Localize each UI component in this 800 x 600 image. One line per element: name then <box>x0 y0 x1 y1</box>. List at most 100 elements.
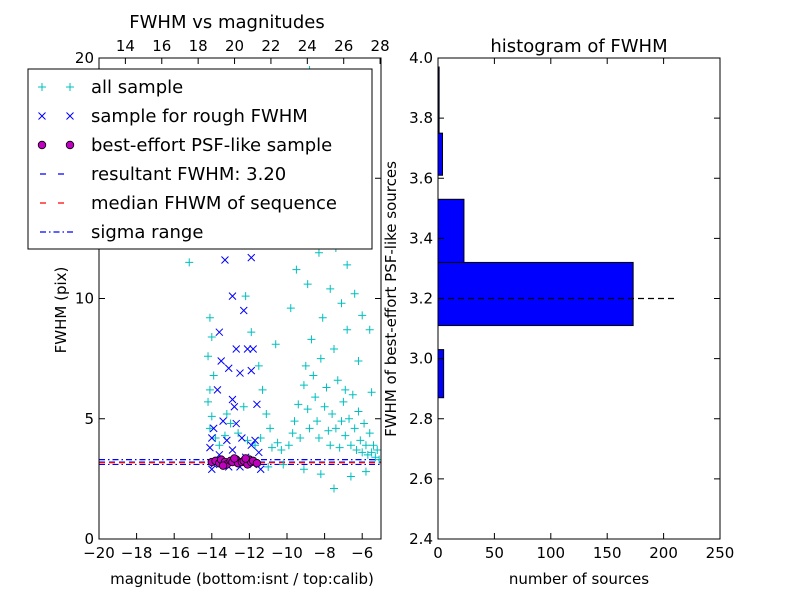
histogram-y-tick-label: 2.4 <box>409 530 433 548</box>
scatter-point-s1-21 <box>262 409 271 418</box>
scatter-point-s1-59 <box>343 325 352 334</box>
scatter-top-tick-label: 18 <box>189 37 208 55</box>
scatter-point-s1-76 <box>375 455 381 464</box>
scatter-point-s1-10 <box>211 433 220 442</box>
scatter-point-s1-54 <box>333 376 342 385</box>
scatter-point-s2-14 <box>236 369 244 377</box>
legend-box <box>27 68 373 250</box>
scatter-point-s1-60 <box>345 414 354 423</box>
scatter-point-s1-100 <box>330 484 338 493</box>
scatter-point-s2-7 <box>239 306 248 315</box>
scatter-y-tick-label: 10 <box>75 290 94 308</box>
scatter-top-tick-label: 14 <box>116 37 135 55</box>
scatter-point-s2-18 <box>230 402 239 411</box>
scatter-point-s3-18 <box>230 454 239 463</box>
scatter-x-tick-label: −8 <box>314 544 336 562</box>
scatter-point-s2-19 <box>253 400 261 409</box>
scatter-point-s2-16 <box>213 386 222 394</box>
scatter-point-s1-75 <box>373 446 381 455</box>
scatter-point-s1-48 <box>322 383 331 392</box>
scatter-point-s1-63 <box>350 424 359 433</box>
scatter-point-s2-11 <box>249 345 258 353</box>
scatter-point-s2-5 <box>247 253 256 262</box>
scatter-top-tick-label: 28 <box>371 37 390 55</box>
scatter-x-tick-label: −12 <box>234 544 266 562</box>
scatter-point-s2-4 <box>221 256 229 264</box>
legend-item: sigma range <box>40 222 203 243</box>
scatter-point-s1-8 <box>207 412 216 421</box>
scatter-point-s1-14 <box>226 419 235 428</box>
scatter-point-s2-13 <box>224 364 233 373</box>
scatter-point-s2-20 <box>209 424 218 433</box>
scatter-x-axis-label: magnitude (bottom:isnt / top:calib) <box>110 570 374 588</box>
scatter-top-tick-label: 20 <box>225 37 244 55</box>
scatter-point-s1-47 <box>320 402 329 411</box>
scatter-point-s1-99 <box>367 388 376 397</box>
scatter-point-s1-73 <box>369 441 378 450</box>
histogram-y-tick-label: 2.8 <box>409 410 433 428</box>
scatter-x-tick-label: −18 <box>121 544 153 562</box>
scatter-point-s1-40 <box>307 335 316 344</box>
scatter-point-s2-25 <box>238 434 246 442</box>
scatter-point-s1-6 <box>205 385 214 394</box>
scatter-point-s3-20 <box>241 454 250 463</box>
scatter-point-s1-27 <box>241 292 250 301</box>
scatter-point-s1-20 <box>258 385 267 394</box>
scatter-point-s1-2 <box>205 313 214 322</box>
histogram-y-tick-label: 3.2 <box>409 290 433 308</box>
histogram-x-tick-label: 50 <box>485 544 504 562</box>
scatter-point-s1-18 <box>251 441 260 450</box>
histogram-bar-3 <box>437 261 634 327</box>
scatter-point-s2-28 <box>228 446 237 454</box>
scatter-point-s1-22 <box>266 424 275 433</box>
scatter-x-tick-label: −6 <box>351 544 373 562</box>
scatter-point-s1-35 <box>296 433 305 442</box>
scatter-point-s1-103 <box>279 460 288 469</box>
histogram-bar-6 <box>437 132 444 176</box>
scatter-top-tick-label: 22 <box>261 37 280 55</box>
scatter-y-tick-label: 0 <box>84 530 94 548</box>
scatter-point-s2-10 <box>243 345 252 353</box>
scatter-point-s2-26 <box>251 436 259 445</box>
scatter-point-s2-21 <box>219 417 227 426</box>
scatter-point-s1-25 <box>277 446 286 455</box>
scatter-point-s1-37 <box>301 361 310 370</box>
scatter-point-s1-72 <box>367 448 376 457</box>
histogram-bar-4 <box>437 198 465 263</box>
scatter-point-s1-71 <box>365 429 374 438</box>
scatter-point-s1-67 <box>358 448 367 457</box>
legend-label: all sample <box>91 77 183 98</box>
scatter-plot-frame <box>98 57 382 540</box>
scatter-point-s1-96 <box>286 304 295 313</box>
scatter-point-s1-46 <box>318 313 327 322</box>
scatter-point-s1-36 <box>299 381 308 390</box>
scatter-top-tick-label: 26 <box>334 37 353 55</box>
scatter-point-s2-8 <box>215 328 224 337</box>
scatter-point-s2-32 <box>254 448 263 457</box>
histogram-panel: histogram of FWHM number of sources FWHM… <box>382 36 734 588</box>
scatter-point-s2-29 <box>247 441 256 450</box>
scatter-point-s1-57 <box>339 397 348 406</box>
scatter-point-s1-97 <box>341 385 350 394</box>
legend-item: best-effort PSF-like sample <box>37 135 332 156</box>
scatter-point-s1-88 <box>358 311 367 320</box>
histogram-y-tick-label: 3.8 <box>409 109 433 127</box>
scatter-point-s1-104 <box>264 462 273 471</box>
legend-label: median FHWM of sequence <box>91 193 337 214</box>
scatter-point-s1-53 <box>331 424 340 433</box>
scatter-point-s1-81 <box>314 248 323 257</box>
scatter-point-s2-6 <box>228 292 237 300</box>
scatter-point-s1-102 <box>299 465 308 474</box>
scatter-point-s2-38 <box>207 465 216 474</box>
scatter-point-s1-1 <box>185 258 194 267</box>
histogram-y-axis-label: FWHM of best-effort PSF-like sources <box>382 161 400 437</box>
scatter-point-s1-77 <box>292 265 301 274</box>
scatter-point-s1-4 <box>204 352 213 361</box>
scatter-point-s1-62 <box>348 390 357 399</box>
scatter-point-s1-45 <box>316 354 325 363</box>
legend-item: median FHWM of sequence <box>40 193 337 214</box>
scatter-point-s2-15 <box>247 366 256 375</box>
histogram-plot-frame <box>437 57 721 540</box>
scatter-point-s1-3 <box>207 332 216 341</box>
